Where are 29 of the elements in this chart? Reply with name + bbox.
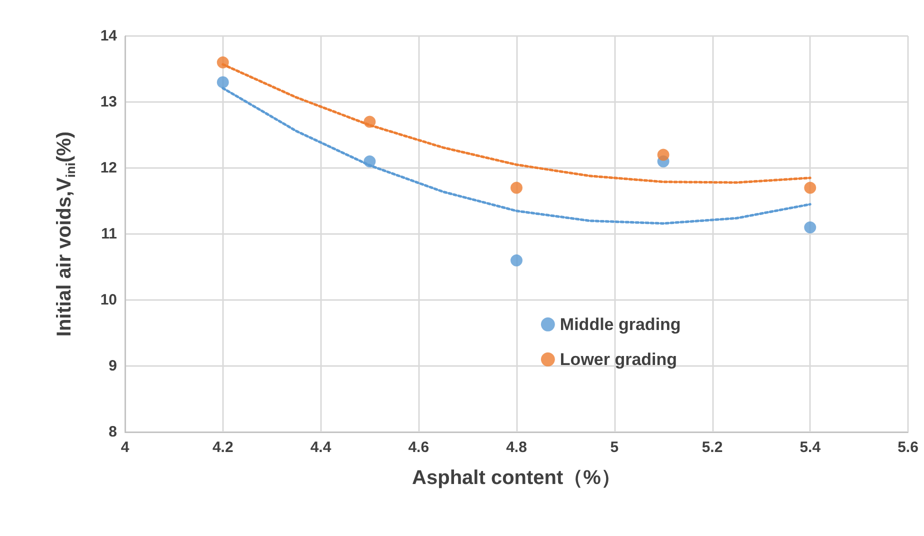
y-tick-label: 10 — [100, 292, 117, 308]
y-tick-label: 11 — [101, 226, 117, 242]
x-tick-label: 4.8 — [506, 439, 527, 456]
x-tick-label: 5.2 — [702, 439, 723, 456]
y-tick-label: 14 — [100, 28, 118, 44]
x-axis-title: Asphalt content（%） — [412, 467, 621, 489]
point — [657, 148, 670, 161]
y-tick-label: 12 — [100, 160, 117, 176]
point — [804, 182, 816, 194]
point — [364, 155, 376, 168]
x-tick-label: 4.2 — [212, 439, 234, 456]
y-tick-label: 8 — [108, 424, 117, 440]
x-tick-label: 5 — [610, 439, 619, 456]
point — [216, 76, 229, 88]
y-tick-label: 9 — [108, 358, 117, 374]
legend-label: Middle grading — [560, 314, 681, 334]
x-tick-label: 4 — [120, 439, 130, 456]
x-tick-label: 4.6 — [408, 439, 430, 456]
y-axis-title: Initial air voids,Vini(%) — [54, 131, 78, 337]
x-tick-label: 4.4 — [310, 439, 332, 456]
point — [804, 221, 816, 234]
x-tick-label: 5.4 — [800, 439, 822, 456]
y-tick-label: 13 — [100, 94, 117, 110]
x-tick-label: 5.6 — [898, 439, 918, 456]
point — [510, 182, 522, 194]
point — [510, 254, 522, 266]
point — [364, 116, 376, 128]
legend-label: Lower grading — [560, 350, 678, 369]
point — [216, 56, 229, 68]
